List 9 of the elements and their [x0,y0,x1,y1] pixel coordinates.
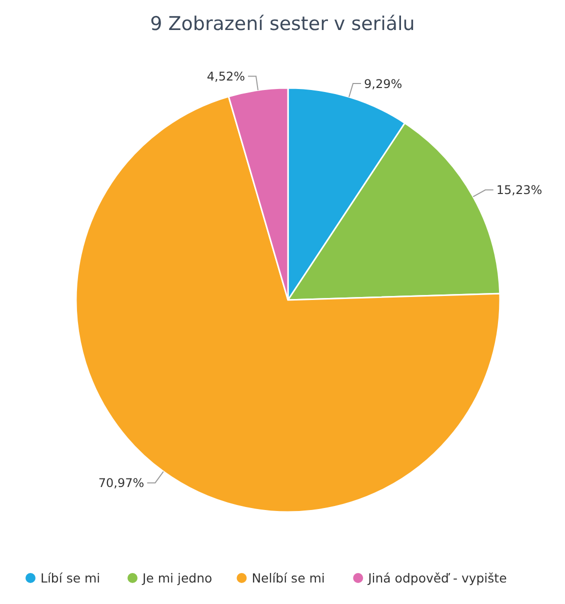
data-label: 4,52% [206,69,246,84]
data-label: 15,23% [496,183,542,198]
legend-label: Je mi jedno [142,570,212,586]
legend-label: Nelíbí se mi [252,570,325,586]
data-label: 70,97% [98,476,144,490]
legend-label: Líbí se mi [40,570,100,586]
data-label: 9,29% [364,76,402,91]
legend-label: Jiná odpověď - vypište [367,570,508,586]
chart-title: 9 Zobrazení sester v seriálu [150,13,415,35]
